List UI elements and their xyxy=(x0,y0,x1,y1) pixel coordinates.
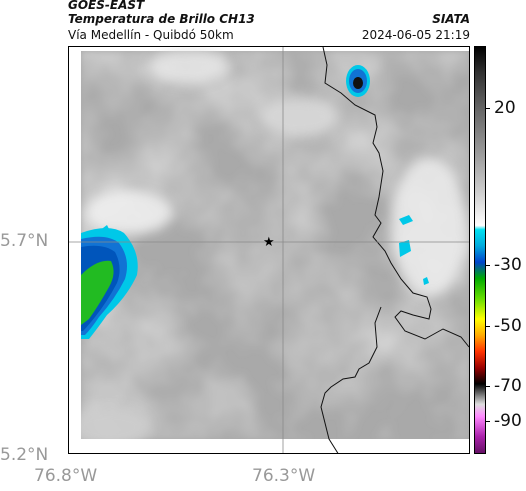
colorbar-label-minus90: -90 xyxy=(494,411,522,431)
lon-label-76.8: 76.8°W xyxy=(34,466,98,486)
cold-cloud-west xyxy=(81,225,138,339)
lat-label-5.2: 5.2°N xyxy=(0,445,49,465)
cold-cell-northeast xyxy=(346,65,370,97)
product-title: Temperatura de Brillo CH13 xyxy=(68,12,255,26)
river-border xyxy=(320,306,382,453)
colorbar-label-20: 20 xyxy=(494,98,516,118)
colorbar xyxy=(474,46,486,454)
colorbar-label-minus30: -30 xyxy=(494,255,522,275)
colorbar-label-minus50: -50 xyxy=(494,316,522,336)
route-subtitle: Vía Medellín - Quibdó 50km xyxy=(68,28,234,42)
datetime-label: 2024-06-05 21:19 xyxy=(361,28,470,42)
agency-label: SIATA xyxy=(432,12,470,26)
coastline xyxy=(322,47,469,348)
satellite-title: GOES-EAST xyxy=(68,0,145,12)
colorbar-label-minus70: -70 xyxy=(494,376,522,396)
map-panel[interactable]: ★ xyxy=(68,46,470,454)
star-icon: ★ xyxy=(263,235,275,250)
lon-label-76.3: 76.3°W xyxy=(252,466,316,486)
warm-patches xyxy=(69,49,467,447)
lat-label-5.7: 5.7°N xyxy=(0,231,49,251)
brightness-temperature-map: ★ xyxy=(69,47,469,453)
